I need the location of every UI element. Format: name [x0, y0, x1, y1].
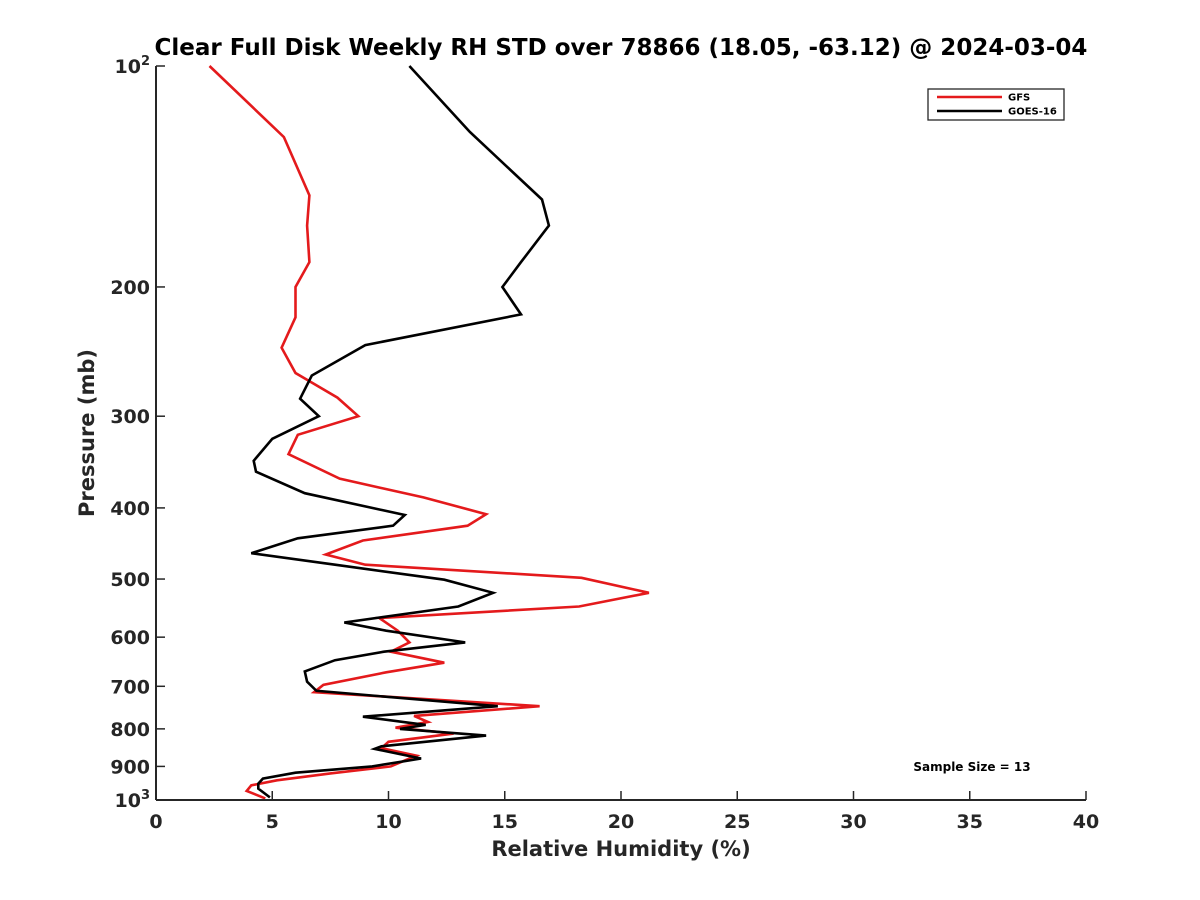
- y-tick-label: 600: [110, 627, 150, 649]
- plot-lines: [208, 65, 650, 800]
- series-line-gfs: [208, 65, 650, 800]
- x-tick-label: 35: [957, 811, 983, 833]
- sample-size-annotation: Sample Size = 13: [913, 760, 1030, 774]
- x-tick-label: 0: [149, 811, 162, 833]
- x-tick-label: 15: [492, 811, 518, 833]
- y-tick-label: 900: [110, 756, 150, 778]
- legend-label-goes-16: GOES-16: [1008, 107, 1057, 118]
- y-tick-label: 700: [110, 676, 150, 698]
- x-tick-label: 40: [1073, 811, 1099, 833]
- x-tick-label: 20: [608, 811, 634, 833]
- y-tick-label: 300: [110, 406, 150, 428]
- y-tick-label: 800: [110, 719, 150, 741]
- y-tick-label: 103: [115, 788, 151, 812]
- chart-title: Clear Full Disk Weekly RH STD over 78866…: [155, 35, 1088, 61]
- x-axis-label: Relative Humidity (%): [491, 837, 750, 861]
- x-tick-label: 30: [840, 811, 866, 833]
- y-tick-label: 200: [110, 277, 150, 299]
- series-line-goes-16: [250, 65, 551, 799]
- y-tick-label: 500: [110, 569, 150, 591]
- x-tick-label: 5: [266, 811, 279, 833]
- axes: [155, 66, 1086, 801]
- legend: GFS GOES-16: [927, 88, 1065, 121]
- legend-box: [927, 88, 1065, 121]
- y-tick-label: 102: [115, 54, 151, 78]
- x-tick-label: 10: [375, 811, 401, 833]
- x-tick-label: 25: [724, 811, 750, 833]
- y-ticks: 102 200 300 400 500 600 700 800 900 103: [110, 54, 165, 812]
- x-ticks: 0 5 10 15 20 25 30 35 40: [149, 791, 1099, 833]
- legend-label-gfs: GFS: [1008, 93, 1030, 104]
- y-tick-label: 400: [110, 498, 150, 520]
- y-axis-label: Pressure (mb): [75, 349, 99, 517]
